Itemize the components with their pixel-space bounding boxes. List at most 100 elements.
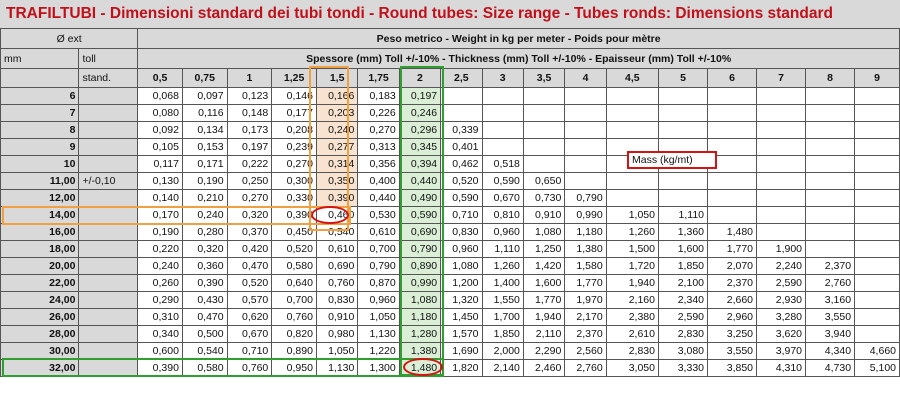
weight-cell: 0,320 bbox=[181, 240, 228, 258]
weight-cell: 0,166 bbox=[315, 87, 359, 105]
weight-cell bbox=[854, 291, 900, 309]
weight-cell bbox=[756, 206, 807, 224]
weight-cell bbox=[805, 155, 856, 173]
weight-cell: 0,830 bbox=[315, 291, 359, 309]
weight-cell: 0,390 bbox=[181, 274, 228, 292]
weight-cell: 1,180 bbox=[564, 223, 607, 241]
weight-cell bbox=[854, 308, 900, 326]
tolerance-cell bbox=[78, 138, 139, 156]
weight-cell: 2,370 bbox=[805, 257, 856, 275]
thickness-header-cell: 0,5 bbox=[137, 68, 183, 88]
weight-cell: 0,394 bbox=[398, 155, 442, 173]
weight-cell: 1,380 bbox=[564, 240, 607, 258]
tolerance-cell bbox=[78, 155, 139, 173]
weight-cell: 0,190 bbox=[181, 172, 228, 190]
weight-cell: 1,720 bbox=[605, 257, 659, 275]
weight-cell: 1,260 bbox=[605, 223, 659, 241]
weight-cell: 0,590 bbox=[481, 172, 524, 190]
weight-cell: 0,520 bbox=[226, 274, 273, 292]
stand-header: stand. bbox=[78, 68, 139, 88]
outer-diameter-cell: 18,00 bbox=[0, 240, 80, 258]
weight-cell bbox=[854, 87, 900, 105]
weight-cell: 1,250 bbox=[522, 240, 566, 258]
tolerance-cell: +/-0,10 bbox=[78, 172, 139, 190]
weight-cell: 0,390 bbox=[137, 359, 183, 377]
weight-cell bbox=[522, 121, 566, 139]
weight-cell: 4,660 bbox=[854, 342, 900, 360]
weight-cell: 0,313 bbox=[357, 138, 400, 156]
weight-cell: 5,100 bbox=[854, 359, 900, 377]
weight-cell: 0,530 bbox=[357, 206, 400, 224]
weight-cell: 1,130 bbox=[315, 359, 359, 377]
weight-cell: 1,900 bbox=[756, 240, 807, 258]
weight-cell: 0,270 bbox=[357, 121, 400, 139]
weight-cell: 1,050 bbox=[315, 342, 359, 360]
weight-cell: 0,870 bbox=[357, 274, 400, 292]
weight-cell: 3,620 bbox=[756, 325, 807, 343]
weight-cell: 0,540 bbox=[181, 342, 228, 360]
table-row: 20,00 0,240 0,360 0,470 0,580 0,690 0,790 0,890… bbox=[0, 257, 900, 275]
weight-cell: 0,420 bbox=[226, 240, 273, 258]
weight-cell: 0,310 bbox=[137, 308, 183, 326]
weight-cell: 2,610 bbox=[605, 325, 659, 343]
weight-cell bbox=[522, 155, 566, 173]
thickness-header-cell: 4,5 bbox=[605, 68, 659, 88]
weight-cell: 0,177 bbox=[271, 104, 317, 122]
weight-cell: 0,290 bbox=[137, 291, 183, 309]
weight-cell bbox=[756, 155, 807, 173]
weight-cell: 0,246 bbox=[398, 104, 442, 122]
weight-cell bbox=[805, 121, 856, 139]
weight-cell: 0,580 bbox=[181, 359, 228, 377]
weight-cell: 3,550 bbox=[805, 308, 856, 326]
weight-cell: 0,171 bbox=[181, 155, 228, 173]
weight-cell: 0,240 bbox=[315, 121, 359, 139]
weight-cell bbox=[854, 206, 900, 224]
weight-cell: 0,700 bbox=[271, 291, 317, 309]
weight-cell: 2,590 bbox=[756, 274, 807, 292]
weight-cell: 2,830 bbox=[605, 342, 659, 360]
weight-cell bbox=[481, 121, 524, 139]
weight-cell: 0,210 bbox=[181, 189, 228, 207]
thickness-header-cell: 1,75 bbox=[357, 68, 400, 88]
weight-cell bbox=[805, 189, 856, 207]
thickness-header-cell: 4 bbox=[564, 68, 607, 88]
weight-cell: 0,670 bbox=[226, 325, 273, 343]
weight-cell: 0,960 bbox=[481, 223, 524, 241]
weight-cell bbox=[605, 104, 659, 122]
weight-cell: 1,130 bbox=[357, 325, 400, 343]
weight-cell: 1,570 bbox=[440, 325, 483, 343]
weight-cell: 0,226 bbox=[357, 104, 400, 122]
weight-cell: 2,110 bbox=[522, 325, 566, 343]
weight-cell: 2,070 bbox=[706, 257, 758, 275]
thickness-header-cell: 9 bbox=[854, 68, 900, 88]
table-row: 24,00 0,290 0,430 0,570 0,700 0,830 0,960 1,080… bbox=[0, 291, 900, 309]
tolerance-cell bbox=[78, 240, 139, 258]
weight-cell: 0,356 bbox=[357, 155, 400, 173]
weight-cell bbox=[805, 172, 856, 190]
weight-cell: 0,960 bbox=[357, 291, 400, 309]
table-row: 14,00 0,170 0,240 0,320 0,390 0,460 0,530 0,590… bbox=[0, 206, 900, 224]
weight-cell: 0,092 bbox=[137, 121, 183, 139]
weight-cell bbox=[657, 121, 709, 139]
weight-cell: 0,580 bbox=[271, 257, 317, 275]
weight-cell bbox=[854, 138, 900, 156]
weight-cell: 0,080 bbox=[137, 104, 183, 122]
weight-cell: 0,116 bbox=[181, 104, 228, 122]
weight-cell: 0,610 bbox=[315, 240, 359, 258]
blank-header-cell bbox=[0, 68, 80, 88]
weight-cell: 0,990 bbox=[398, 274, 442, 292]
table-row: 30,00 0,600 0,540 0,710 0,890 1,050 1,220 1,380… bbox=[0, 342, 900, 360]
weight-cell: 0,370 bbox=[226, 223, 273, 241]
weight-cell: 0,690 bbox=[398, 223, 442, 241]
weight-cell: 0,183 bbox=[357, 87, 400, 105]
tolerance-cell bbox=[78, 189, 139, 207]
mass-annotation: Mass (kg/mt) bbox=[627, 151, 717, 169]
weight-cell bbox=[657, 172, 709, 190]
weight-cell: 0,910 bbox=[315, 308, 359, 326]
weight-cell bbox=[805, 206, 856, 224]
outer-diameter-cell: 12,00 bbox=[0, 189, 80, 207]
weight-cell: 1,770 bbox=[706, 240, 758, 258]
weight-cell bbox=[854, 257, 900, 275]
weight-cell: 0,240 bbox=[181, 206, 228, 224]
table-row: 18,00 0,220 0,320 0,420 0,520 0,610 0,700 0,790… bbox=[0, 240, 900, 258]
